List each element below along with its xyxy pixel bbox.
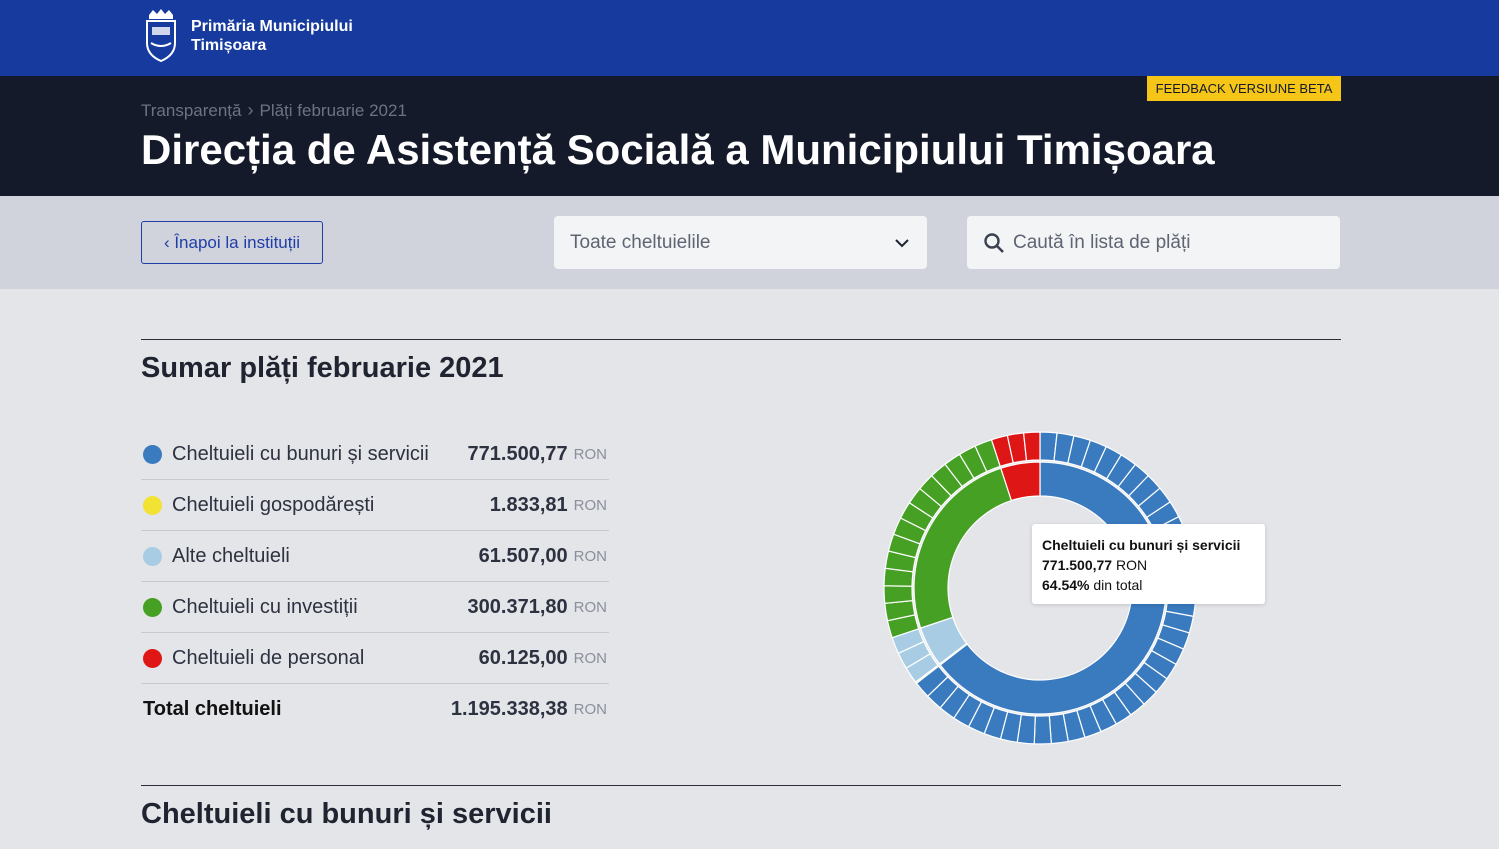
back-to-institutions-button[interactable]: ‹ Înapoi la instituții: [141, 221, 323, 264]
legend-dot-yellow: [143, 495, 162, 515]
tooltip-percent-suffix: din total: [1093, 577, 1143, 593]
legend-dot-lightblue: [143, 546, 162, 566]
city-crest-icon: [146, 9, 176, 63]
page-header: FEEDBACK VERSIUNE BETA Transparență › Pl…: [0, 76, 1499, 196]
legend-row[interactable]: Cheltuieli cu bunuri și servicii 771.500…: [141, 429, 609, 480]
tooltip-percent: 64.54%: [1042, 577, 1090, 593]
feedback-button[interactable]: FEEDBACK VERSIUNE BETA: [1147, 76, 1341, 101]
legend-row[interactable]: Alte cheltuieli 61.507,00 RON: [141, 531, 609, 582]
next-section-title: Cheltuieli cu bunuri și servicii: [141, 798, 552, 830]
legend-currency: RON: [573, 496, 607, 514]
legend-dot-green: [143, 597, 162, 617]
legend-currency: RON: [573, 445, 607, 463]
search-box[interactable]: [967, 216, 1340, 269]
legend-amount: 61.507,00: [478, 544, 568, 567]
legend-dot-blue: [143, 444, 162, 464]
total-amount: 1.195.338,38: [450, 698, 568, 720]
chart-tooltip: Cheltuieli cu bunuri și servicii 771.500…: [1032, 524, 1265, 604]
legend-amount: 771.500,77: [467, 442, 568, 465]
legend-currency: RON: [573, 547, 607, 565]
breadcrumb: Transparență › Plăți februarie 2021: [141, 100, 407, 121]
donut-subslice[interactable]: [1033, 715, 1052, 745]
breadcrumb-item-transparency[interactable]: Transparență: [141, 100, 242, 120]
summary-title: Sumar plăți februarie 2021: [141, 352, 504, 384]
brand-line1: Primăria Municipiului: [191, 18, 353, 35]
legend-label: Cheltuieli cu investiții: [172, 595, 358, 618]
legend-total-row: Total cheltuieli 1.195.338,38 RON: [141, 684, 609, 735]
legend-amount: 60.125,00: [478, 646, 568, 669]
legend-row[interactable]: Cheltuieli de personal 60.125,00 RON: [141, 633, 609, 684]
search-input[interactable]: [1013, 231, 1324, 254]
legend-row[interactable]: Cheltuieli gospodărești 1.833,81 RON: [141, 480, 609, 531]
tooltip-currency: RON: [1115, 557, 1148, 573]
donut-slice[interactable]: [1000, 461, 1041, 502]
filter-bar: ‹ Înapoi la instituții Toate cheltuielil…: [0, 196, 1499, 289]
legend-label: Cheltuieli cu bunuri și servicii: [172, 442, 429, 465]
legend-amount: 1.833,81: [489, 493, 568, 516]
donut-subslice[interactable]: [883, 585, 914, 605]
tooltip-title: Cheltuieli cu bunuri și servicii: [1042, 537, 1241, 553]
breadcrumb-separator-icon: ›: [247, 100, 254, 120]
total-label: Total cheltuieli: [143, 698, 282, 720]
top-bar: Primăria Municipiului Timișoara: [0, 0, 1499, 76]
section-divider: [141, 785, 1341, 786]
donut-subslice[interactable]: [1022, 431, 1041, 462]
category-select-value: Toate cheltuielile: [570, 231, 711, 253]
legend-dot-red: [143, 648, 162, 668]
legend-amount: 300.371,80: [467, 595, 568, 618]
category-select[interactable]: Toate cheltuielile: [554, 216, 927, 269]
summary-legend: Cheltuieli cu bunuri și servicii 771.500…: [141, 429, 609, 735]
legend-label: Cheltuieli de personal: [172, 646, 365, 669]
legend-label: Cheltuieli gospodărești: [172, 493, 375, 516]
breadcrumb-item-current: Plăți februarie 2021: [259, 100, 407, 120]
brand-line2: Timișoara: [191, 37, 267, 54]
page-title: Direcția de Asistență Socială a Municipi…: [141, 126, 1215, 173]
legend-currency: RON: [573, 598, 607, 616]
city-logo[interactable]: Primăria Municipiului Timișoara: [141, 6, 353, 66]
tooltip-amount: 771.500,77: [1042, 557, 1113, 573]
search-icon: [984, 232, 1004, 253]
legend-label: Alte cheltuieli: [172, 544, 290, 567]
legend-currency: RON: [573, 649, 607, 667]
chevron-down-icon: [895, 238, 909, 247]
legend-row[interactable]: Cheltuieli cu investiții 300.371,80 RON: [141, 582, 609, 633]
total-currency: RON: [573, 701, 607, 718]
section-divider: [141, 339, 1341, 340]
